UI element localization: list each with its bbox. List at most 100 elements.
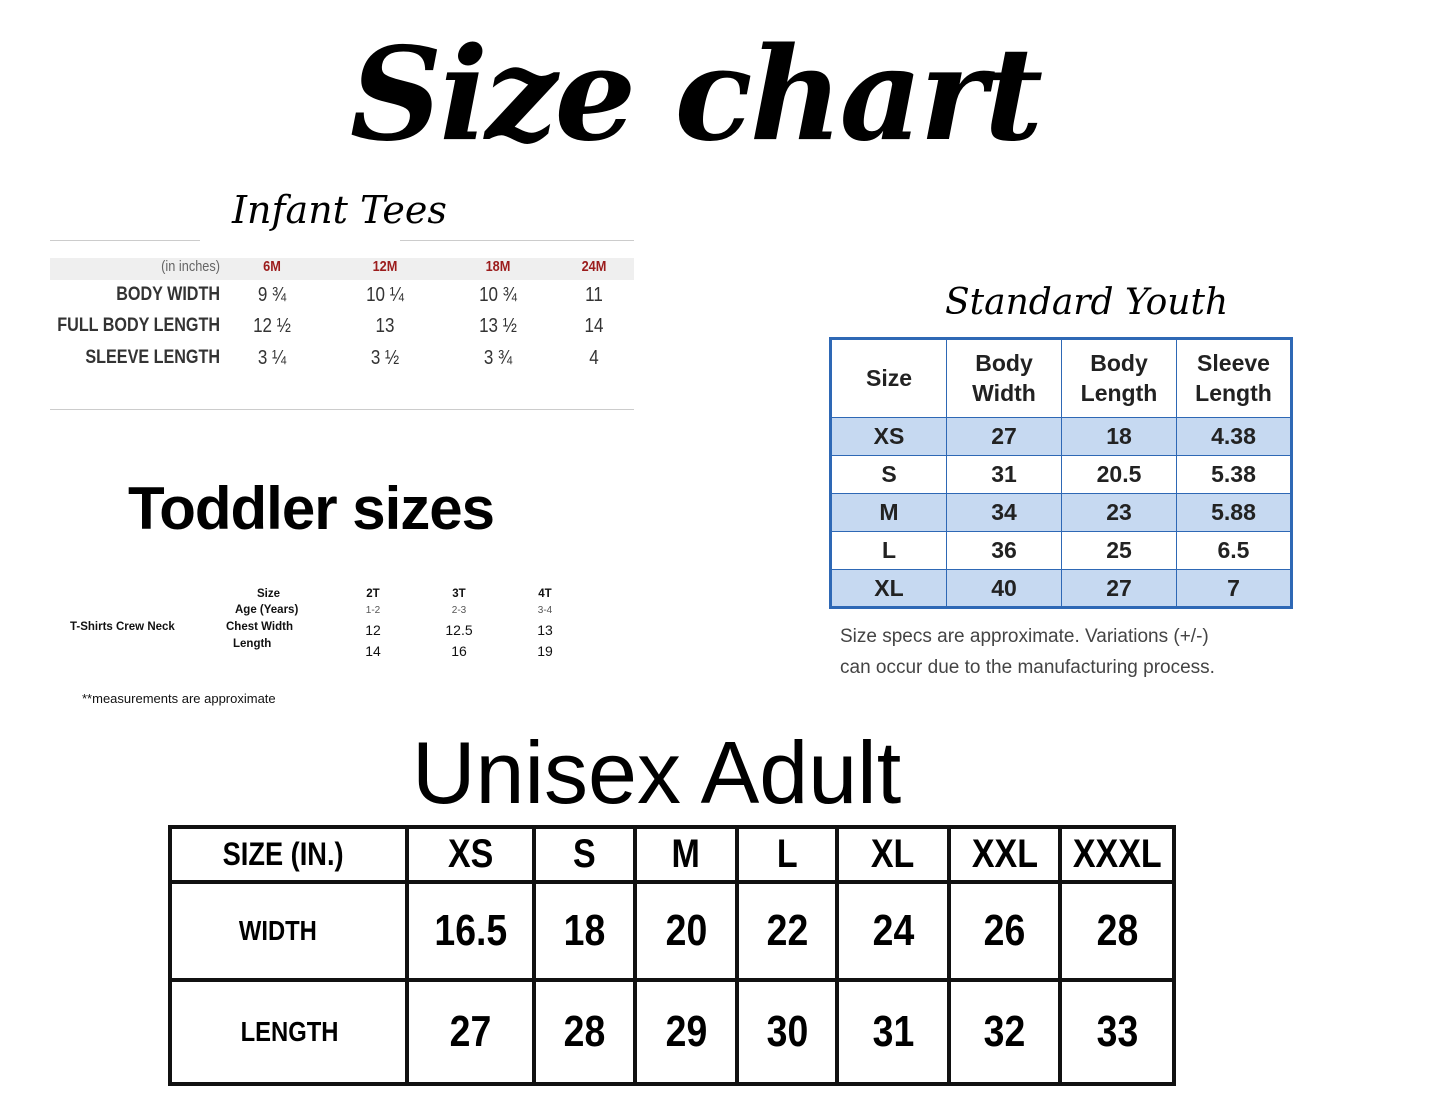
cell-value: 9 ¾ xyxy=(257,284,287,306)
cell: 28 xyxy=(532,978,637,1086)
cell-value: 10 ¼ xyxy=(366,284,404,306)
header-word: Body xyxy=(975,349,1033,376)
table-row: XS 27 18 4.38 xyxy=(830,417,1292,456)
divider xyxy=(50,409,634,410)
header-word: Size xyxy=(865,364,913,391)
divider xyxy=(400,240,634,241)
cell: 33 xyxy=(1058,978,1176,1086)
cell-value: 3 ½ xyxy=(370,347,400,369)
cell-value: 28 xyxy=(1096,906,1138,955)
cell-value: 5.38 xyxy=(1176,455,1292,494)
cell-value: 1-2 xyxy=(365,605,381,616)
cell-value: 12 xyxy=(365,622,381,638)
cell-value: 16 xyxy=(451,643,467,659)
cell-value: M xyxy=(830,493,947,532)
cell-value: 3T xyxy=(452,588,466,600)
cell-value: 22 xyxy=(766,906,808,955)
size-header: 6M xyxy=(263,258,281,275)
header-row: SIZE (IN.) XS S M L XL XXL XXXL xyxy=(168,825,1176,884)
cell-value: 25 xyxy=(1061,531,1177,570)
cell-value: S xyxy=(830,455,947,494)
size-label: XS xyxy=(447,832,494,876)
youth-title: Standard Youth xyxy=(945,282,1229,323)
cell-value: 27 xyxy=(946,417,1062,456)
table-row: LENGTH 27 28 29 30 31 32 33 xyxy=(168,978,1176,1086)
row-label: LENGTH xyxy=(240,1016,339,1047)
cell-value: 27 xyxy=(1061,569,1177,608)
size-label: XL xyxy=(871,832,915,876)
page-title: Size chart xyxy=(349,20,1043,170)
cell-value: 2T xyxy=(366,588,380,600)
cell: 32 xyxy=(947,978,1062,1086)
cell: 22 xyxy=(735,880,839,982)
cell-value: 5.88 xyxy=(1176,493,1292,532)
cell-value: 16.5 xyxy=(434,906,507,955)
cell-value: 11 xyxy=(585,284,603,306)
table-row: M 34 23 5.88 xyxy=(830,493,1292,532)
header-cell: Body Length xyxy=(1061,338,1177,418)
cell-value: 4T xyxy=(538,588,552,600)
header-label: SIZE (IN.) xyxy=(222,836,344,872)
cell-value: 4 xyxy=(589,347,599,369)
cell-value: 32 xyxy=(983,1007,1026,1056)
cell-value: 13 ½ xyxy=(479,315,517,337)
cell-value: 14 xyxy=(584,315,604,337)
size-label: S xyxy=(573,832,596,876)
cell-value: 24 xyxy=(872,906,914,955)
size-label: XXL xyxy=(971,832,1038,876)
cell: 26 xyxy=(947,880,1062,982)
cell-value: 14 xyxy=(365,643,381,659)
cell-value: 3 ¾ xyxy=(483,347,513,369)
row-label-cell: WIDTH xyxy=(168,880,409,982)
cell: 29 xyxy=(633,978,739,1086)
header-word: Sleeve xyxy=(1197,349,1270,376)
cell-value: 18 xyxy=(563,906,606,955)
header-word: Body xyxy=(1090,349,1148,376)
cell-value: 6.5 xyxy=(1176,531,1292,570)
cell: 27 xyxy=(405,978,536,1086)
row-label: BODY WIDTH xyxy=(116,284,220,305)
cell-value: 33 xyxy=(1096,1007,1138,1056)
cell-value: 19 xyxy=(537,643,553,659)
cell-value: 23 xyxy=(1061,493,1177,532)
size-label: L xyxy=(776,832,798,876)
cell-value: 4.38 xyxy=(1176,417,1292,456)
cell: 24 xyxy=(835,880,951,982)
cell-value: 10 ¾ xyxy=(479,284,517,306)
cell-value: XS xyxy=(830,417,947,456)
cell: 28 xyxy=(1058,880,1176,982)
cell-value: 2-3 xyxy=(451,605,467,616)
header-word: Length xyxy=(1195,379,1272,406)
header-cell: Size xyxy=(830,338,947,418)
header-row: Size Body Width Body Length Sleeve Length xyxy=(830,338,1292,418)
cell-value: 30 xyxy=(766,1007,808,1056)
row-label: Chest Width xyxy=(226,621,293,633)
header-word: Length xyxy=(1080,379,1158,406)
cell-value: 31 xyxy=(872,1007,914,1056)
cell: 18 xyxy=(532,880,637,982)
size-cell: XXL xyxy=(947,825,1062,884)
divider xyxy=(50,240,200,241)
header-cell: Body Width xyxy=(946,338,1062,418)
row-label: WIDTH xyxy=(238,915,317,946)
cell-value: 13 xyxy=(537,622,553,638)
header-cell: SIZE (IN.) xyxy=(168,825,409,884)
toddler-title: Toddler sizes xyxy=(128,475,495,542)
cell-value: 20.5 xyxy=(1061,455,1177,494)
cell-value: 3 ¼ xyxy=(257,347,287,369)
table-row: WIDTH 16.5 18 20 22 24 26 28 xyxy=(168,880,1176,982)
table-row: XL 40 27 7 xyxy=(830,569,1292,608)
cell: 30 xyxy=(735,978,839,1086)
table-row: L 36 25 6.5 xyxy=(830,531,1292,570)
cell-value: 34 xyxy=(946,493,1062,532)
toddler-note: **measurements are approximate xyxy=(82,691,276,706)
cell-value: 31 xyxy=(946,455,1062,494)
size-header: 12M xyxy=(372,258,398,275)
cell: 31 xyxy=(835,978,951,1086)
size-label: M xyxy=(671,832,701,876)
row-label: SLEEVE LENGTH xyxy=(85,347,220,368)
infant-header-band xyxy=(50,258,634,280)
header-word: Width xyxy=(972,379,1036,406)
row-label: FULL BODY LENGTH xyxy=(57,315,220,336)
cell-value: 27 xyxy=(449,1007,492,1056)
